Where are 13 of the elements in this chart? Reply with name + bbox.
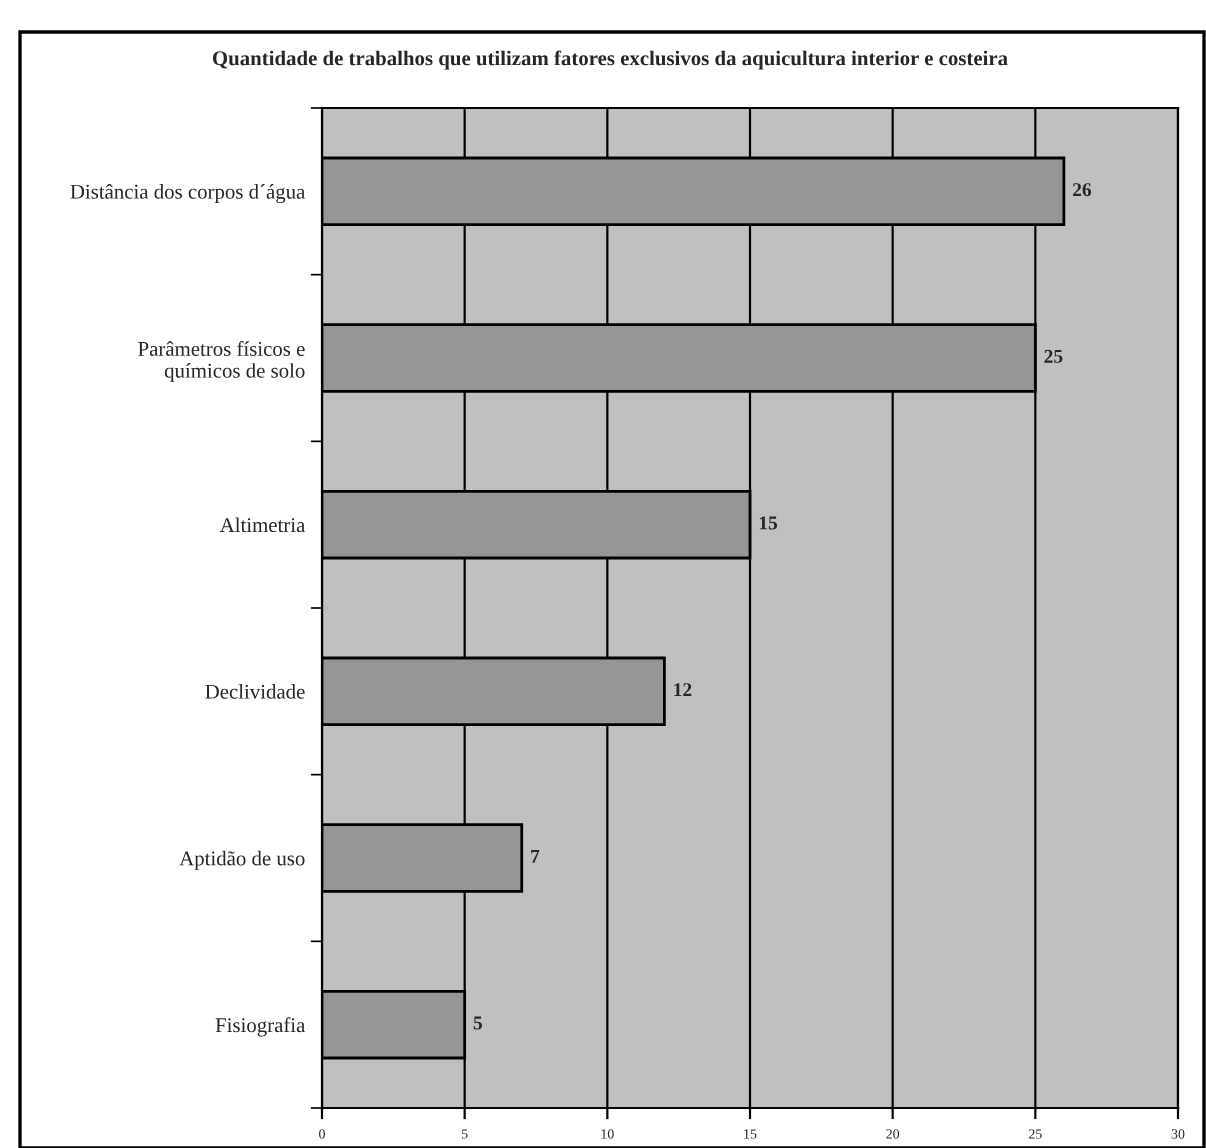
data-label: 26 (1073, 183, 1092, 197)
data-label: 25 (1044, 349, 1063, 363)
y-tick-label: Declividade (205, 684, 305, 699)
data-label: 15 (759, 516, 778, 530)
data-label: 12 (674, 683, 692, 697)
y-tick-label: Parâmetros físicos e químicos de solo (138, 341, 305, 383)
y-tick-label: Altimetria (219, 517, 306, 533)
data-label: 5 (473, 1016, 483, 1030)
data-label: 7 (531, 849, 540, 863)
y-tick-label: Aptidão de uso (179, 850, 305, 870)
chart-title: Quantidade de trabalhos que utilizam fatores exclusivos da aquicultura interior e costeira (212, 50, 1008, 70)
y-tick-label: Fisiografia (215, 1017, 306, 1037)
y-tick-label: Distância dos corpos d´água (70, 184, 306, 204)
